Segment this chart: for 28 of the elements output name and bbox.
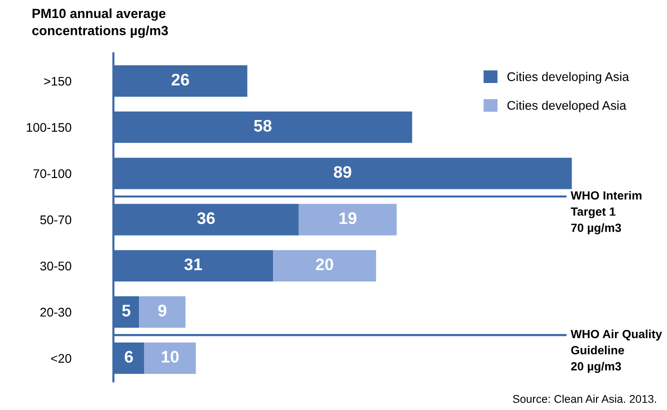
bar [298, 204, 397, 236]
y-tick-label: >150 [44, 76, 72, 86]
bar [139, 296, 186, 328]
data-label: 10 [162, 350, 179, 363]
y-tick-label: 70-100 [33, 169, 72, 178]
data-label: 6 [124, 350, 133, 363]
data-label: 89 [334, 166, 352, 178]
bar [273, 250, 376, 282]
chart-title: PM10 annual average concentrations µg/m3 [32, 8, 168, 38]
y-tick-label: 100-150 [26, 123, 72, 132]
data-label: 31 [184, 258, 202, 270]
ref-line-label: WHO Interim Target 1 70 µg/m3 [570, 190, 642, 234]
y-tick-label: 30-50 [40, 262, 72, 270]
data-label: 20 [316, 258, 334, 270]
data-label: 26 [172, 74, 190, 86]
data-label: 36 [197, 212, 215, 224]
y-tick-label: 20-30 [40, 308, 72, 317]
y-tick-label: <20 [51, 354, 72, 363]
data-label: 19 [340, 212, 356, 224]
bar [144, 342, 196, 374]
data-label: 5 [122, 304, 130, 316]
ref-line-label: WHO Air Quality Guideline 20 µg/m3 [570, 330, 662, 373]
data-label: 9 [158, 304, 166, 316]
data-label: 58 [254, 120, 272, 132]
source-note: Source: Clean Air Asia. 2013. [512, 394, 656, 403]
legend-label: Cities developing Asia [507, 72, 630, 84]
legend-label: Cities developed Asia [507, 100, 626, 112]
y-tick-label: 50-70 [40, 215, 72, 224]
